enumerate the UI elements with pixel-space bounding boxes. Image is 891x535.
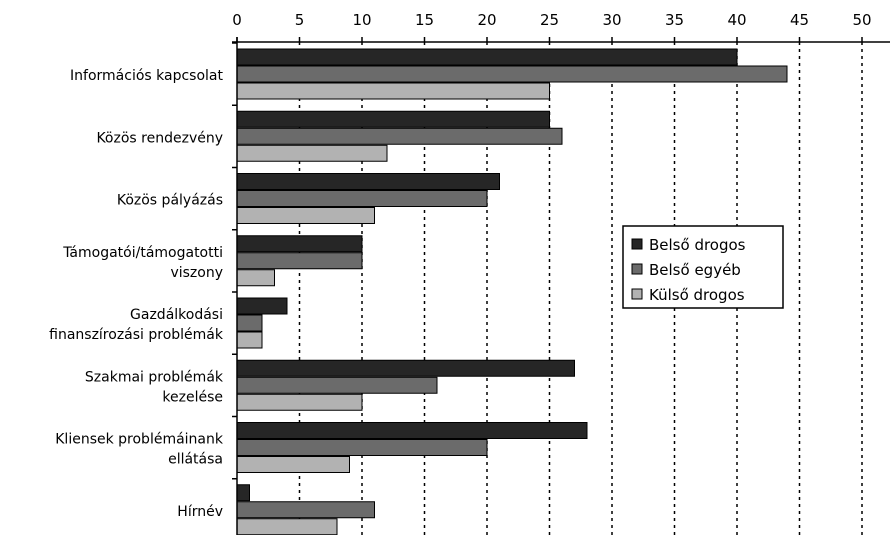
x-tick-label-25: 25 bbox=[540, 11, 559, 29]
x-tick-label-30: 30 bbox=[602, 11, 621, 29]
x-tick-label-50: 50 bbox=[852, 11, 871, 29]
bar-1-7 bbox=[236, 422, 588, 439]
bar-3-4 bbox=[236, 269, 275, 287]
legend-label-2: Belső egyéb bbox=[649, 261, 741, 279]
x-tick-label-45: 45 bbox=[790, 11, 809, 29]
x-tick-label-35: 35 bbox=[665, 11, 684, 29]
x-tick-label-40: 40 bbox=[727, 11, 746, 29]
category-labels: Információs kapcsolat Közös rendezvény Köz… bbox=[49, 68, 224, 520]
bar-1-4 bbox=[236, 235, 363, 253]
category-label-3-1: Közös pályázás bbox=[117, 193, 223, 209]
bar-2-8 bbox=[236, 501, 375, 519]
x-tick-label-15: 15 bbox=[415, 11, 434, 29]
legend: Belső drogos Belső egyéb Külső drogos bbox=[622, 225, 784, 309]
category-label-6-2: kezelése bbox=[162, 389, 223, 405]
legend-swatch-3 bbox=[631, 288, 643, 300]
bar-3-3 bbox=[236, 207, 375, 224]
bar-2-7 bbox=[236, 439, 488, 456]
bar-1-8 bbox=[236, 484, 250, 502]
bar-2-5 bbox=[236, 314, 263, 332]
x-tick-label-5: 5 bbox=[295, 11, 305, 29]
x-tick-label-20: 20 bbox=[477, 11, 496, 29]
category-label-8-1: Hírnév bbox=[177, 504, 223, 520]
x-tick-labels: 0 5 10 15 20 25 30 35 40 45 50 bbox=[232, 11, 871, 29]
category-label-6-1: Szakmai problémák bbox=[85, 369, 224, 385]
bar-1-6 bbox=[236, 359, 575, 377]
legend-swatch-1 bbox=[631, 238, 643, 250]
category-label-5-1: Gazdálkodási bbox=[130, 307, 223, 323]
bar-1-3 bbox=[236, 173, 500, 190]
category-label-4-1: Támogatói/támogatotti bbox=[62, 245, 223, 261]
legend-label-1: Belső drogos bbox=[649, 236, 746, 254]
category-label-5-2: finanszírozási problémák bbox=[49, 327, 224, 343]
bar-2-1 bbox=[236, 65, 788, 83]
bar-2-4 bbox=[236, 252, 363, 270]
legend-label-3: Külső drogos bbox=[649, 286, 745, 304]
category-label-7-2: ellátása bbox=[168, 452, 223, 468]
bar-3-7 bbox=[236, 456, 350, 473]
bar-2-3 bbox=[236, 190, 488, 207]
bar-2-6 bbox=[236, 376, 438, 394]
x-tick-label-10: 10 bbox=[352, 11, 371, 29]
bar-3-1 bbox=[236, 82, 550, 100]
axes bbox=[232, 37, 890, 535]
bar-3-6 bbox=[236, 393, 363, 411]
bar-1-1 bbox=[236, 48, 738, 66]
bar-1-2 bbox=[236, 110, 550, 128]
category-label-2-1: Közös rendezvény bbox=[96, 130, 223, 146]
category-label-1-1: Információs kapcsolat bbox=[70, 68, 223, 84]
x-tick-label-0: 0 bbox=[232, 11, 242, 29]
bar-1-5 bbox=[236, 297, 288, 315]
bar-3-8 bbox=[236, 518, 338, 535]
bar-3-2 bbox=[236, 144, 388, 162]
bars bbox=[236, 48, 788, 535]
category-label-7-1: Kliensek problémáinank bbox=[55, 432, 224, 448]
legend-box bbox=[622, 225, 784, 309]
bar-2-2 bbox=[236, 127, 563, 145]
bar-3-5 bbox=[236, 331, 263, 349]
legend-swatch-2 bbox=[631, 263, 643, 275]
category-label-4-2: viszony bbox=[170, 265, 223, 281]
